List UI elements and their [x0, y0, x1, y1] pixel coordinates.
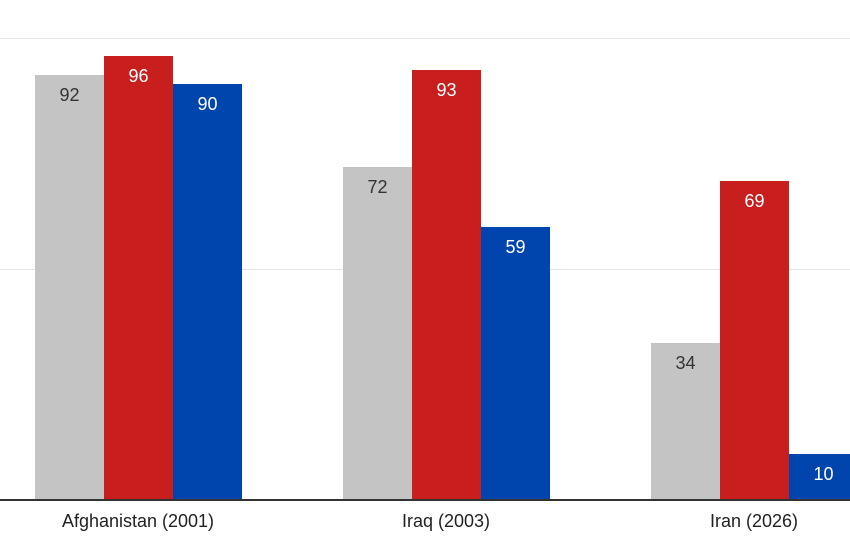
bar: 34: [651, 343, 720, 500]
bar-value-label: 72: [367, 177, 388, 197]
bar: 10: [789, 454, 850, 500]
bar: 92: [35, 75, 104, 500]
bar-value-label: 90: [197, 94, 218, 114]
bar-value-label: 92: [59, 85, 80, 105]
bar-value-label: 96: [128, 66, 149, 86]
bar-value-label: 34: [675, 353, 696, 373]
bar-value-label: 10: [813, 464, 834, 484]
bar: 69: [720, 181, 789, 500]
bar-value-label: 93: [436, 80, 457, 100]
bar: 96: [104, 56, 173, 500]
category-label-afghanistan: Afghanistan (2001): [61, 511, 215, 531]
category-label-iraq: Iraq (2003): [401, 511, 491, 531]
x-axis-baseline: [0, 499, 850, 501]
bar: 72: [343, 167, 412, 500]
bar-value-label: 59: [505, 237, 526, 257]
bar: 93: [412, 70, 481, 500]
bar: 90: [173, 84, 242, 500]
bar-value-label: 69: [744, 191, 765, 211]
bar: 59: [481, 227, 550, 500]
gridline-100: [0, 38, 850, 39]
category-label-iran: Iran (2026): [709, 511, 799, 531]
